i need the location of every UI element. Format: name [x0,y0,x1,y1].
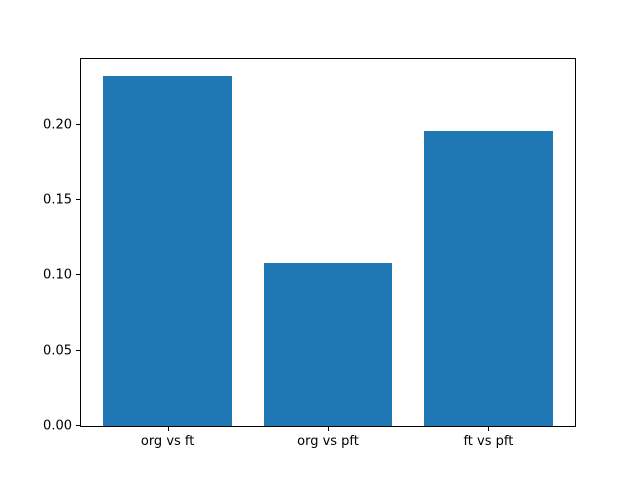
x-tick-mark [167,427,169,431]
x-tick-mark [328,427,329,431]
y-tick-mark [76,274,80,276]
y-tick-label: 0.05 [43,343,72,359]
plot-area: org vs ft org vs pft ft vs pft 0.00 0.05 0.10… [43,58,576,448]
bar-org-vs-ft [103,76,232,426]
y-tick-label: 0.10 [43,267,72,283]
y-tick-label: 0.20 [43,117,72,133]
y-tick-mark [76,123,80,125]
y-tick-label: 0.15 [43,192,72,208]
bar-org-vs-pft [263,263,393,426]
x-tick-label: ft vs pft [463,434,514,449]
x-tick-label: org vs ft [140,434,195,449]
y-tick-label: 0.00 [43,418,72,434]
x-tick-mark [488,427,490,431]
y-tick-mark [76,425,80,426]
bar-ft-vs-pft [424,130,553,426]
y-tick-mark [76,349,80,351]
y-tick-mark [76,199,80,201]
x-tick-label: org vs pft [297,434,359,449]
